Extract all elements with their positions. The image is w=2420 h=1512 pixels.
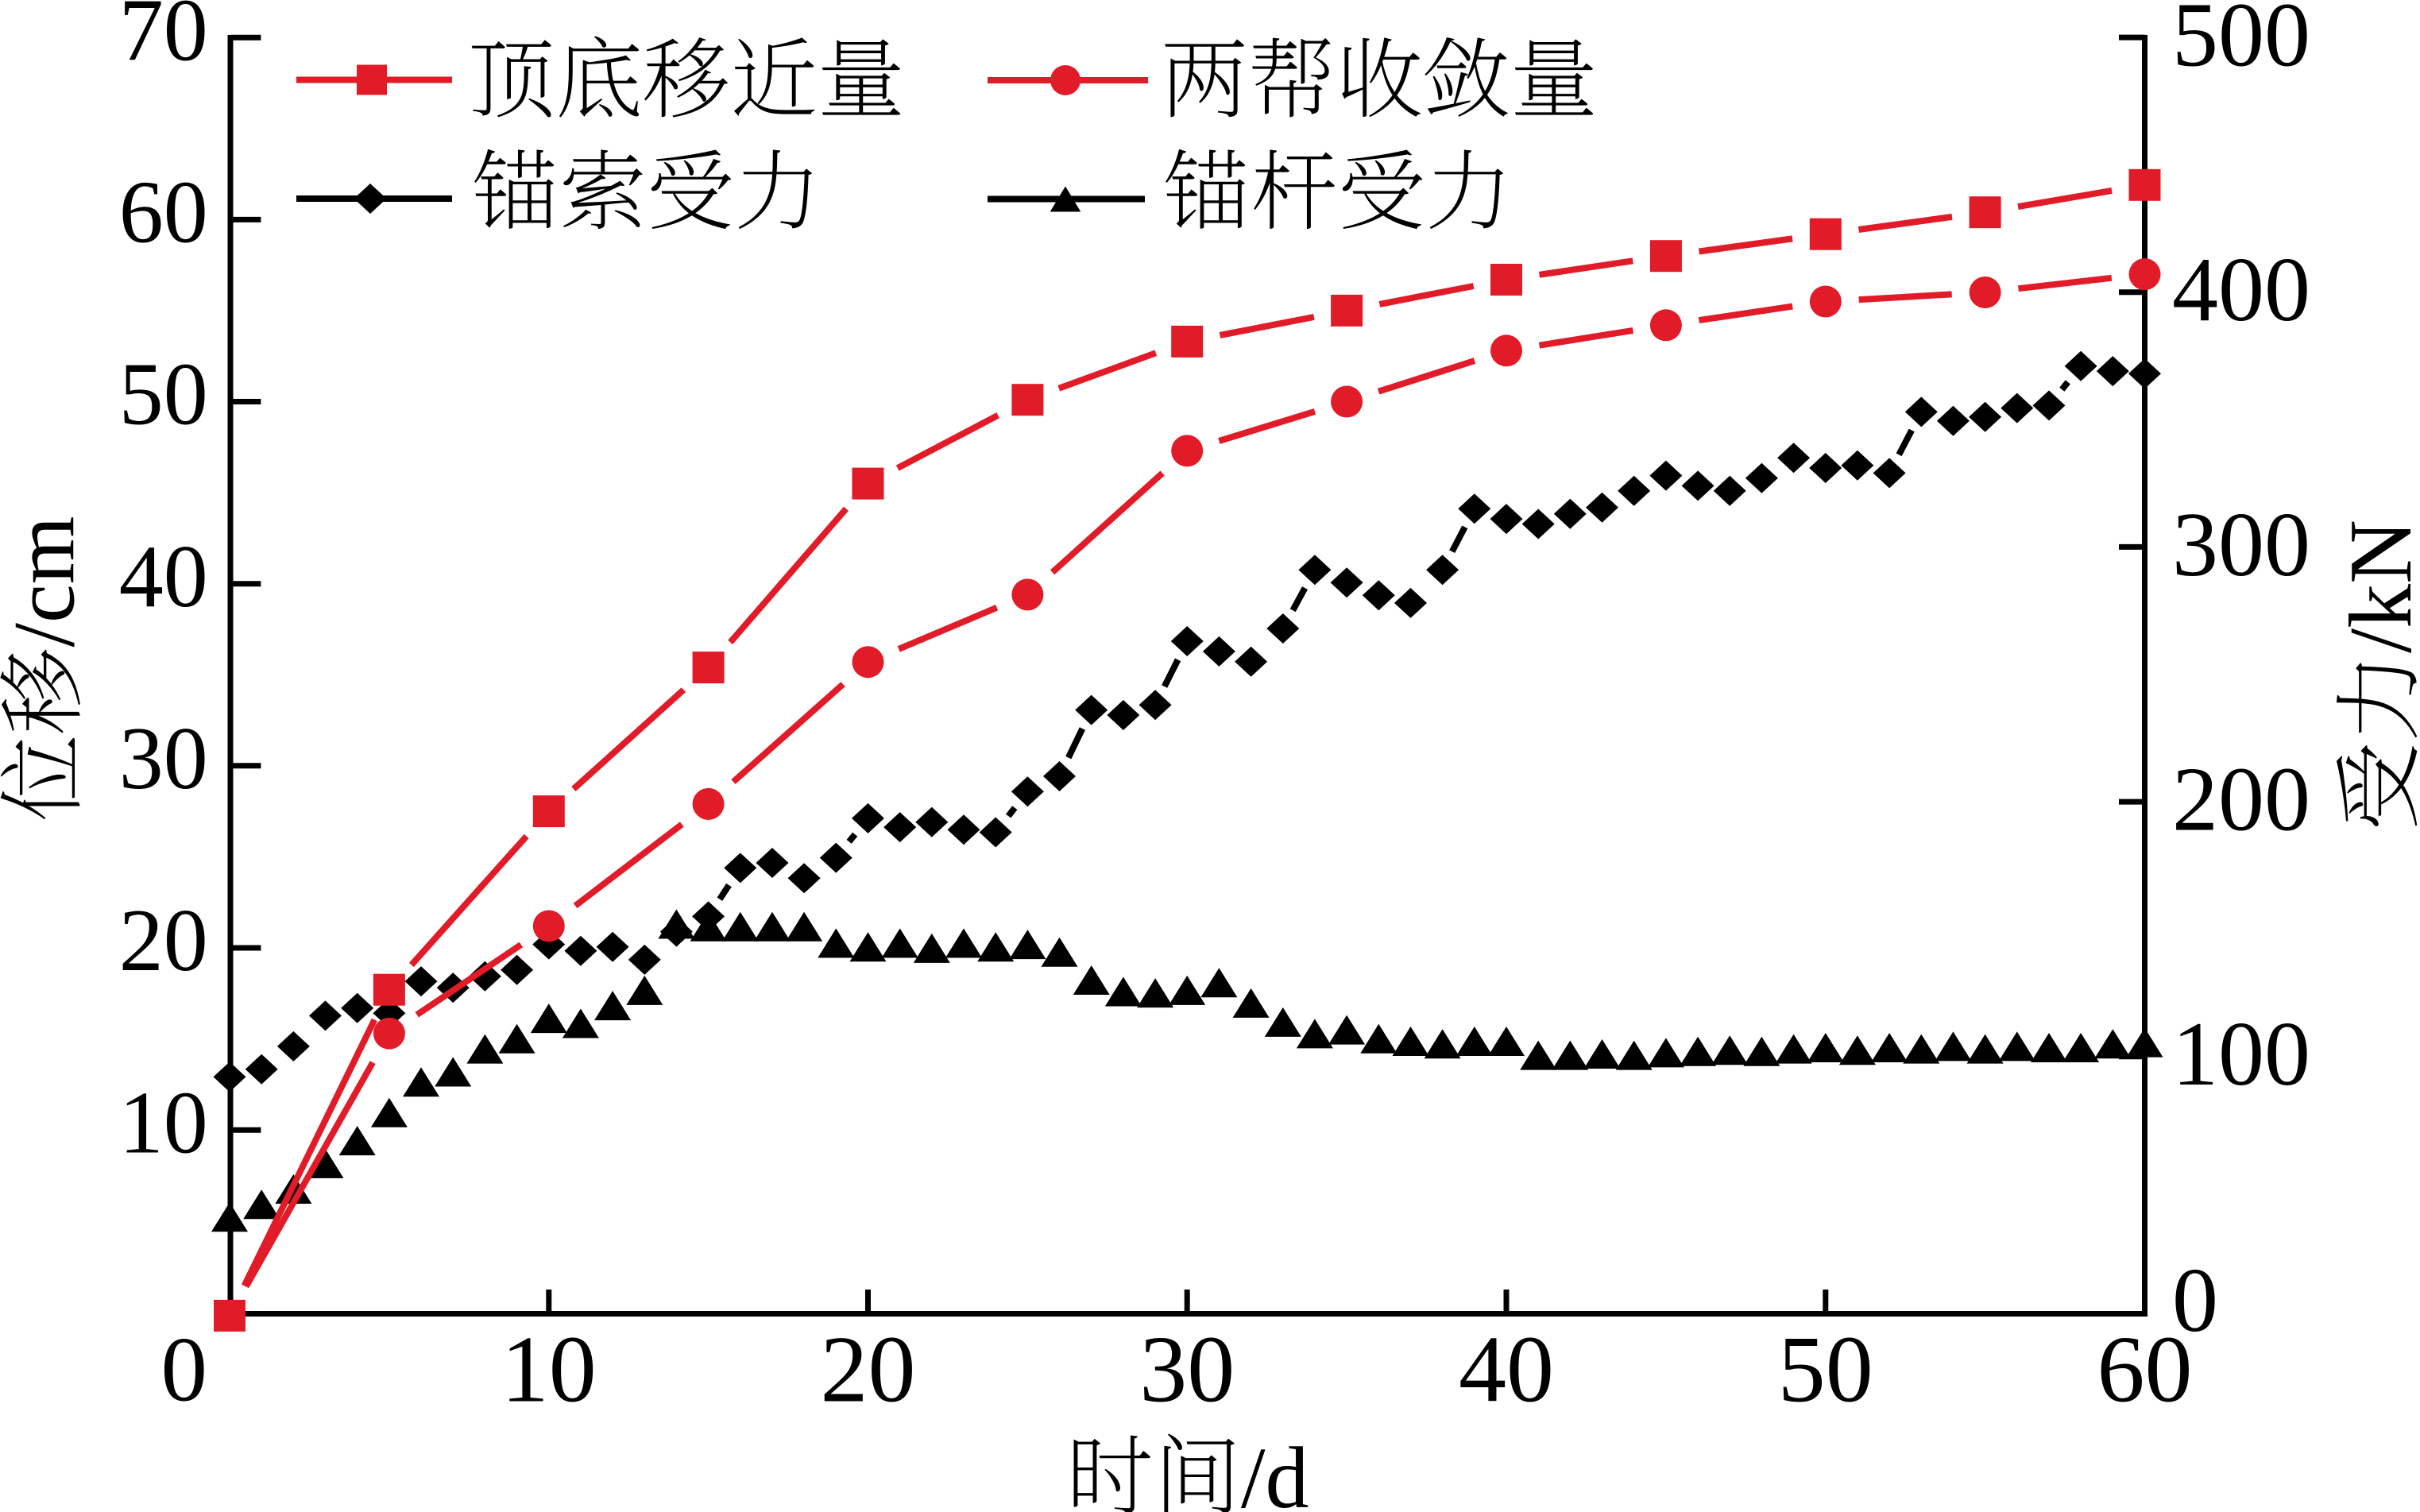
svg-text:500: 500	[2172, 0, 2310, 87]
svg-text:40: 40	[1459, 1317, 1554, 1422]
svg-text:20: 20	[119, 891, 208, 990]
svg-text:40: 40	[119, 528, 208, 626]
svg-text:400: 400	[2172, 239, 2310, 341]
svg-text:/cm: /cm	[0, 516, 92, 648]
svg-text:0: 0	[161, 1319, 208, 1421]
svg-text:60: 60	[2097, 1317, 2193, 1422]
svg-text:100: 100	[2172, 1003, 2310, 1105]
svg-text:30: 30	[1139, 1317, 1235, 1422]
svg-text:10: 10	[501, 1317, 597, 1422]
svg-text:20: 20	[821, 1317, 916, 1422]
svg-text:/d: /d	[1241, 1429, 1309, 1512]
svg-text:10: 10	[119, 1073, 208, 1172]
svg-text:70: 70	[119, 0, 208, 79]
svg-text:300: 300	[2172, 494, 2310, 596]
svg-text:30: 30	[119, 710, 208, 808]
svg-text:50: 50	[119, 346, 208, 444]
svg-text:0: 0	[2172, 1250, 2218, 1352]
svg-text:60: 60	[119, 164, 208, 262]
svg-text:200: 200	[2172, 749, 2310, 851]
svg-text:50: 50	[1778, 1317, 1873, 1422]
svg-text:/kN: /kN	[2332, 520, 2420, 653]
